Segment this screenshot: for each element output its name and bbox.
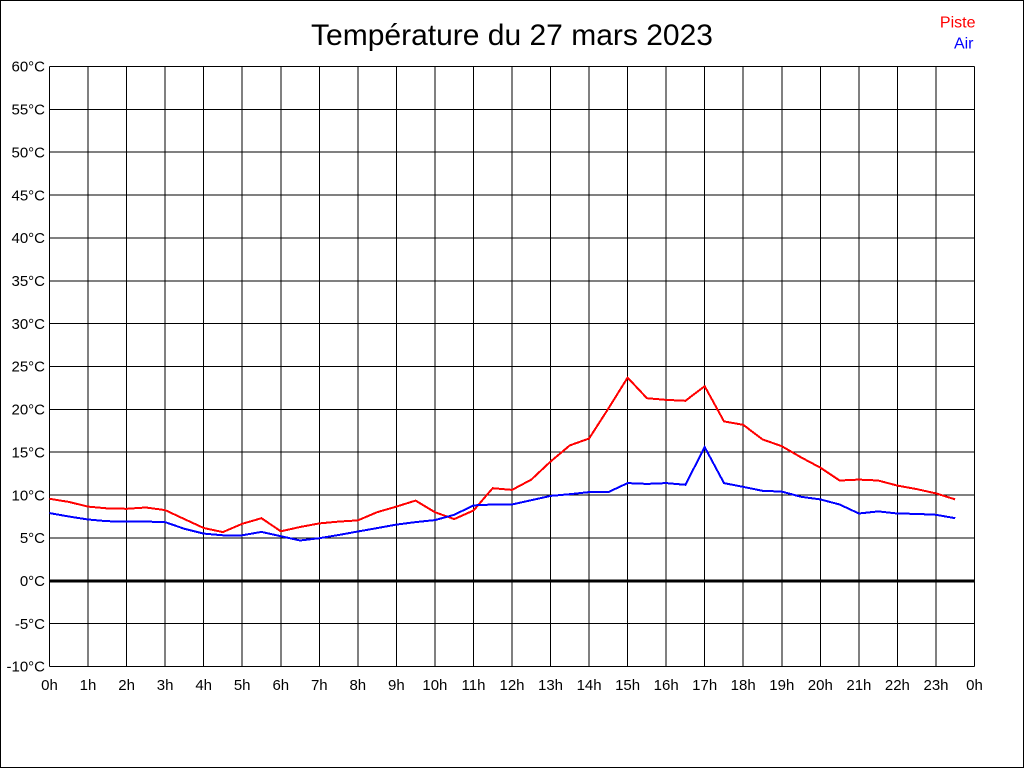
svg-text:2h: 2h [118,677,135,694]
svg-text:50°C: 50°C [11,144,45,161]
svg-text:5°C: 5°C [20,530,45,547]
svg-text:35°C: 35°C [11,273,45,290]
svg-text:0h: 0h [41,677,58,694]
svg-text:13h: 13h [538,677,563,694]
svg-text:-10°C: -10°C [6,659,45,676]
svg-text:5h: 5h [234,677,251,694]
svg-text:16h: 16h [654,677,679,694]
svg-text:Piste: Piste [940,15,976,32]
svg-text:Température du 27 mars 2023: Température du 27 mars 2023 [311,19,713,52]
svg-text:4h: 4h [195,677,212,694]
svg-text:3h: 3h [157,677,174,694]
svg-text:20°C: 20°C [11,402,45,419]
svg-text:8h: 8h [349,677,366,694]
svg-text:6h: 6h [272,677,289,694]
svg-text:18h: 18h [731,677,756,694]
svg-text:60°C: 60°C [11,59,45,76]
svg-text:1h: 1h [80,677,97,694]
svg-text:55°C: 55°C [11,102,45,119]
svg-text:11h: 11h [462,677,486,694]
svg-text:0°C: 0°C [20,573,45,590]
svg-text:17h: 17h [692,677,717,694]
svg-text:10h: 10h [422,677,447,694]
svg-text:25°C: 25°C [11,359,45,376]
svg-text:45°C: 45°C [11,187,45,204]
svg-text:7h: 7h [311,677,328,694]
svg-text:23h: 23h [923,677,948,694]
svg-text:12h: 12h [499,677,524,694]
svg-text:9h: 9h [388,677,405,694]
svg-text:15°C: 15°C [11,444,45,461]
svg-text:19h: 19h [769,677,794,694]
svg-text:0h: 0h [966,677,983,694]
svg-text:20h: 20h [808,677,833,694]
svg-text:-5°C: -5°C [15,616,45,633]
svg-text:22h: 22h [885,677,910,694]
svg-text:Air: Air [954,36,974,53]
svg-text:14h: 14h [577,677,602,694]
svg-text:30°C: 30°C [11,316,45,333]
svg-text:21h: 21h [846,677,871,694]
svg-text:15h: 15h [615,677,640,694]
svg-text:10°C: 10°C [11,487,45,504]
svg-text:40°C: 40°C [11,230,45,247]
